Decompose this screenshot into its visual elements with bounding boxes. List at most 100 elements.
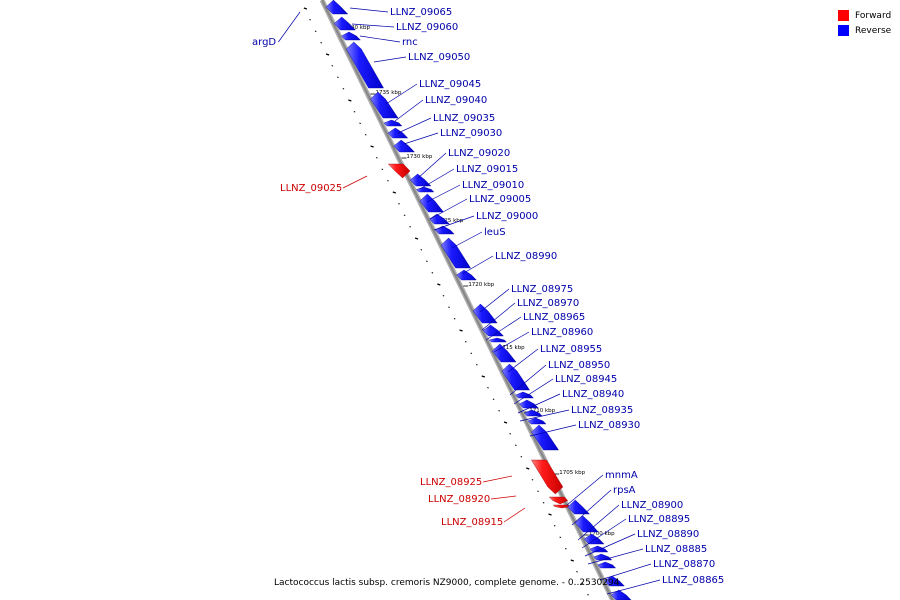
gene-glyph[interactable] (501, 363, 530, 391)
gene-label[interactable]: LLNZ_08940 (562, 389, 624, 400)
gene-label[interactable]: LLNZ_09030 (440, 128, 502, 139)
gene-label[interactable]: LLNZ_09050 (408, 52, 470, 63)
gene-leader-line (419, 168, 455, 190)
gene-glyph[interactable] (456, 269, 477, 281)
gene-glyph[interactable] (593, 553, 613, 561)
legend-item-forward: Forward (838, 9, 891, 22)
gene-glyph[interactable] (527, 417, 547, 425)
gene-label[interactable]: LLNZ_09005 (469, 194, 531, 205)
gene-glyph[interactable] (333, 16, 356, 31)
gene-label[interactable]: LLNZ_09065 (390, 7, 452, 18)
gene-leader-line (517, 393, 561, 414)
tick-mark (409, 226, 412, 228)
gene-label[interactable]: LLNZ_08915 (441, 517, 503, 528)
gene-glyph[interactable] (419, 193, 444, 213)
gene-label[interactable]: LLNZ_08960 (531, 327, 593, 338)
gene-label[interactable]: LLNZ_08950 (548, 360, 610, 371)
gene-label[interactable]: LLNZ_08955 (540, 344, 602, 355)
kbp-marker: 1730 kbp (406, 154, 432, 160)
gene-glyph[interactable] (604, 575, 625, 587)
gene-glyph[interactable] (519, 399, 539, 409)
gene-label[interactable]: LLNZ_09035 (433, 113, 495, 124)
gene-label[interactable]: LLNZ_08945 (555, 374, 617, 385)
tick-mark (520, 456, 523, 458)
kbp-marker: 1735 kbp (375, 90, 401, 96)
tick-mark (470, 352, 473, 355)
gene-glyph[interactable] (341, 31, 361, 41)
gene-label[interactable]: LLNZ_08925 (420, 477, 482, 488)
tick-mark (576, 571, 578, 573)
gene-label[interactable]: LLNZ_09020 (448, 148, 510, 159)
gene-label[interactable]: LLNZ_08975 (511, 284, 573, 295)
kbp-marker: 1700 kbp (589, 531, 615, 537)
gene-glyph[interactable] (589, 545, 609, 553)
gene-label[interactable]: LLNZ_09015 (456, 164, 518, 175)
gene-label[interactable]: LLNZ_09040 (425, 95, 487, 106)
gene-label[interactable]: LLNZ_08865 (662, 575, 724, 586)
gene-glyph[interactable] (387, 127, 409, 139)
tick-mark (548, 513, 552, 516)
gene-glyph[interactable] (597, 561, 617, 569)
genes (325, 0, 632, 600)
gene-leader-line (403, 132, 439, 145)
reverse-swatch (838, 25, 849, 36)
gene-label[interactable]: LLNZ_08870 (653, 559, 715, 570)
gene-leader-line (426, 184, 461, 203)
gene-glyph[interactable] (370, 91, 399, 119)
gene-label[interactable]: LLNZ_08970 (517, 298, 579, 309)
gene-label[interactable]: LLNZ_09060 (396, 22, 458, 33)
gene-leader-line (566, 474, 604, 506)
gene-glyph[interactable] (531, 424, 559, 451)
tick-mark (314, 30, 317, 33)
gene-label[interactable]: LLNZ_08885 (645, 544, 707, 555)
gene-label[interactable]: LLNZ_08895 (628, 514, 690, 525)
gene-label[interactable]: LLNZ_08900 (621, 500, 683, 511)
gene-glyph[interactable] (492, 343, 517, 363)
tick-mark (392, 191, 397, 194)
gene-label[interactable]: LLNZ_09025 (280, 183, 342, 194)
gene-glyph[interactable] (482, 324, 504, 337)
gene-label[interactable]: LLNZ_09000 (476, 211, 538, 222)
gene-glyph[interactable] (489, 337, 507, 343)
kbp-marker: 1715 kbp (499, 345, 525, 351)
gene-glyph[interactable] (325, 0, 349, 15)
gene-glyph[interactable] (552, 504, 571, 509)
gene-label[interactable]: LLNZ_08920 (428, 494, 490, 505)
tick-mark (359, 122, 361, 125)
tick-mark (498, 410, 500, 412)
gene-label[interactable]: LLNZ_08965 (523, 312, 585, 323)
gene-label[interactable]: rnc (402, 37, 418, 48)
gene-glyph[interactable] (383, 119, 403, 127)
tick-mark (481, 375, 485, 378)
gene-glyph[interactable] (387, 163, 411, 179)
gene-glyph[interactable] (434, 225, 455, 235)
gene-label[interactable]: argD (252, 37, 276, 48)
gene-glyph[interactable] (472, 303, 498, 324)
gene-label[interactable]: LLNZ_08930 (578, 420, 640, 431)
gene-glyph[interactable] (531, 459, 564, 495)
gene-glyph[interactable] (523, 409, 543, 417)
gene-glyph[interactable] (416, 186, 435, 193)
gene-label[interactable]: mnmA (605, 470, 638, 481)
gene-label[interactable]: LLNZ_08990 (495, 251, 557, 262)
gene-label[interactable]: leuS (484, 227, 506, 238)
gene-glyph[interactable] (548, 496, 569, 505)
legend-label-forward: Forward (855, 10, 892, 21)
gene-label[interactable]: LLNZ_08890 (637, 529, 699, 540)
gene-glyph[interactable] (583, 533, 605, 545)
gene-leader-line (373, 56, 407, 63)
legend: Forward Reverse (838, 9, 891, 39)
tick-mark (337, 76, 339, 79)
gene-label[interactable]: LLNZ_09045 (419, 79, 481, 90)
gene-glyph[interactable] (346, 41, 384, 89)
gene-glyph[interactable] (393, 139, 415, 153)
gene-glyph[interactable] (610, 589, 632, 600)
gene-label[interactable]: rpsA (613, 485, 636, 496)
tick-mark (431, 272, 434, 274)
gene-glyph[interactable] (567, 499, 590, 515)
gene-label[interactable]: LLNZ_08935 (571, 405, 633, 416)
gene-glyph[interactable] (409, 173, 432, 187)
gene-label[interactable]: LLNZ_09010 (462, 180, 524, 191)
gene-leader-line (507, 348, 539, 373)
gene-glyph[interactable] (440, 237, 471, 269)
